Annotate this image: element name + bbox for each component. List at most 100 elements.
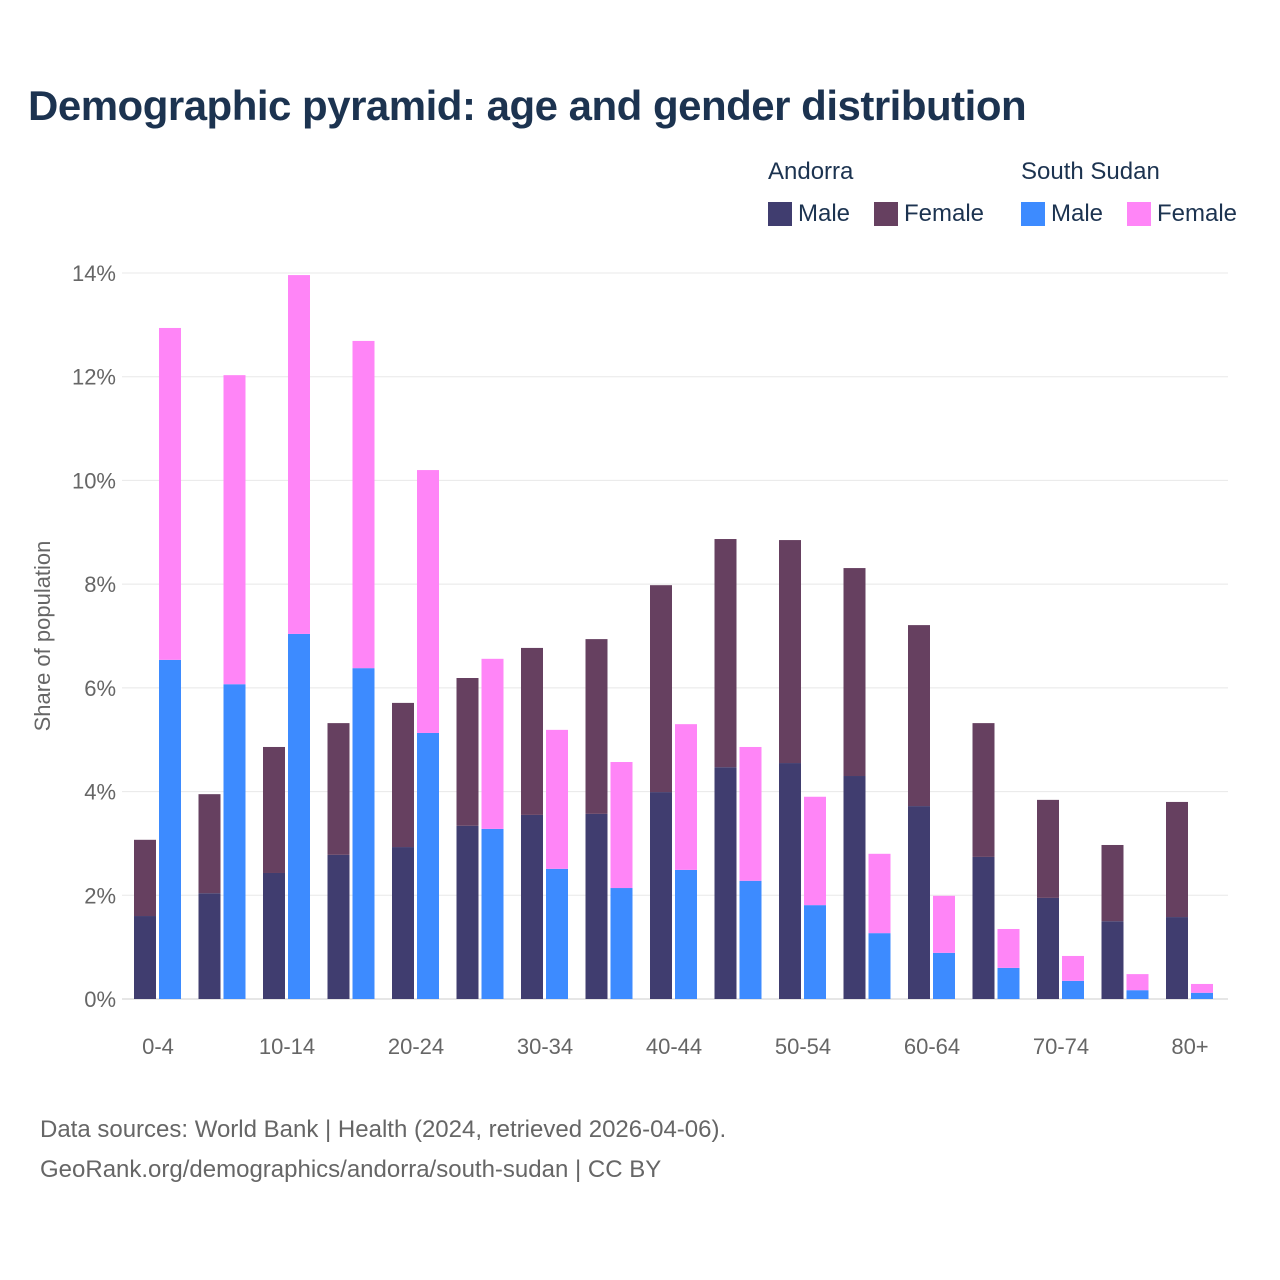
legend-south-sudan-female[interactable]: Female [1127,200,1237,228]
bar-andorra-male-10-14[interactable] [263,872,285,999]
legend-south-sudan-male[interactable]: Male [1021,200,1103,228]
x-tick-label: 0-4 [142,1034,174,1059]
bar-andorra-male-60-64[interactable] [908,806,930,999]
y-tick-label: 12% [72,365,116,390]
legend-label: Male [798,200,851,227]
source-note: Data sources: World Bank | Health (2024,… [40,1116,727,1143]
bar-andorra-female-15-19[interactable] [327,723,350,855]
bar-south-sudan-male-10-14[interactable] [288,633,310,999]
x-tick-label: 80+ [1171,1034,1208,1059]
y-tick-label: 8% [84,572,116,597]
bar-south-sudan-female-35-39[interactable] [610,762,633,889]
y-tick-label: 14% [72,261,116,286]
chart-title: Demographic pyramid: age and gender dist… [28,82,1027,129]
bar-andorra-female-75-79[interactable] [1101,844,1124,922]
bar-andorra-male-40-44[interactable] [650,792,672,999]
bar-andorra-female-55-59[interactable] [843,568,866,777]
x-tick-label: 60-64 [904,1034,960,1059]
bar-south-sudan-female-10-14[interactable] [288,275,310,634]
bar-andorra-male-30-34[interactable] [521,814,543,999]
legend-swatch [768,202,792,226]
bar-south-sudan-male-45-49[interactable] [739,880,762,999]
bar-andorra-female-80+[interactable] [1166,801,1188,918]
bar-andorra-female-0-4[interactable] [134,839,156,917]
bar-andorra-female-25-29[interactable] [456,678,479,826]
bar-south-sudan-male-60-64[interactable] [933,952,955,999]
bar-south-sudan-female-25-29[interactable] [481,658,504,829]
bar-andorra-female-20-24[interactable] [392,702,414,848]
legend-swatch [1021,202,1045,226]
bar-andorra-female-70-74[interactable] [1037,799,1059,898]
x-tick-label: 30-34 [517,1034,573,1059]
bar-south-sudan-male-0-4[interactable] [159,659,181,999]
bar-andorra-male-5-9[interactable] [198,893,221,999]
bar-andorra-female-50-54[interactable] [779,540,801,764]
y-axis-label: Share of population [30,541,55,732]
legend-group-south-sudan: South Sudan [1021,158,1160,185]
bar-andorra-female-60-64[interactable] [908,625,930,807]
bar-south-sudan-male-5-9[interactable] [223,684,246,999]
bar-south-sudan-male-55-59[interactable] [868,933,891,999]
legend-label: Female [904,200,985,227]
bar-south-sudan-female-20-24[interactable] [417,470,439,733]
bar-andorra-male-35-39[interactable] [585,813,608,999]
bar-south-sudan-female-5-9[interactable] [223,375,246,685]
y-tick-label: 0% [84,987,116,1012]
bar-andorra-female-5-9[interactable] [198,794,221,894]
bar-andorra-female-35-39[interactable] [585,639,608,814]
bar-andorra-male-0-4[interactable] [134,916,156,999]
plot-area: 0% 2% 4% 6% 8% 10% 12% 14% 0-4 10-14 20-24 30-34 40… [30,261,1228,1059]
bar-south-sudan-female-65-69[interactable] [997,928,1020,968]
legend-swatch [874,202,898,226]
bar-south-sudan-male-30-34[interactable] [546,868,568,999]
x-tick-label: 50-54 [775,1034,831,1059]
source-url: GeoRank.org/demographics/andorra/south-s… [40,1156,662,1183]
bar-south-sudan-male-15-19[interactable] [352,668,375,999]
bar-south-sudan-female-70-74[interactable] [1062,955,1084,981]
y-tick-label: 6% [84,676,116,701]
x-tick-label: 40-44 [646,1034,702,1059]
x-tick-label: 70-74 [1033,1034,1089,1059]
bar-south-sudan-female-80+[interactable] [1191,983,1213,993]
bar-andorra-male-80+[interactable] [1166,917,1188,999]
bar-andorra-male-45-49[interactable] [714,767,737,999]
bar-andorra-female-30-34[interactable] [521,647,543,815]
bar-south-sudan-female-45-49[interactable] [739,746,762,881]
bar-andorra-male-20-24[interactable] [392,847,414,999]
bar-south-sudan-female-55-59[interactable] [868,853,891,934]
y-tick-label: 10% [72,468,116,493]
legend-andorra-female[interactable]: Female [874,200,984,228]
bar-andorra-male-50-54[interactable] [779,763,801,999]
bar-south-sudan-male-25-29[interactable] [481,828,504,999]
bar-south-sudan-male-35-39[interactable] [610,888,633,999]
bar-andorra-male-75-79[interactable] [1101,921,1124,999]
bar-andorra-female-65-69[interactable] [972,723,995,857]
bar-south-sudan-male-20-24[interactable] [417,732,439,999]
bar-south-sudan-female-60-64[interactable] [933,895,955,953]
bar-south-sudan-female-50-54[interactable] [804,796,826,906]
bar-andorra-female-40-44[interactable] [650,585,672,793]
bar-south-sudan-female-0-4[interactable] [159,327,181,660]
bar-andorra-male-55-59[interactable] [843,776,866,999]
bar-andorra-female-10-14[interactable] [263,746,285,873]
legend-label: Male [1051,200,1104,227]
bar-south-sudan-male-50-54[interactable] [804,905,826,999]
y-tick-label: 2% [84,883,116,908]
bar-south-sudan-male-65-69[interactable] [997,967,1020,999]
bar-south-sudan-male-75-79[interactable] [1126,990,1149,999]
bar-andorra-female-45-49[interactable] [714,539,737,768]
bar-south-sudan-male-70-74[interactable] [1062,980,1084,999]
bar-south-sudan-female-30-34[interactable] [546,729,568,869]
bar-andorra-male-15-19[interactable] [327,854,350,999]
legend-andorra-male[interactable]: Male [768,200,850,228]
bar-south-sudan-female-15-19[interactable] [352,340,375,669]
bar-andorra-male-65-69[interactable] [972,856,995,999]
bar-andorra-male-25-29[interactable] [456,825,479,999]
bar-south-sudan-female-40-44[interactable] [675,724,697,870]
bar-south-sudan-male-40-44[interactable] [675,869,697,999]
bar-south-sudan-male-80+[interactable] [1191,992,1213,999]
bar-andorra-male-70-74[interactable] [1037,897,1059,999]
bar-south-sudan-female-75-79[interactable] [1126,974,1149,991]
y-tick-label: 4% [84,780,116,805]
